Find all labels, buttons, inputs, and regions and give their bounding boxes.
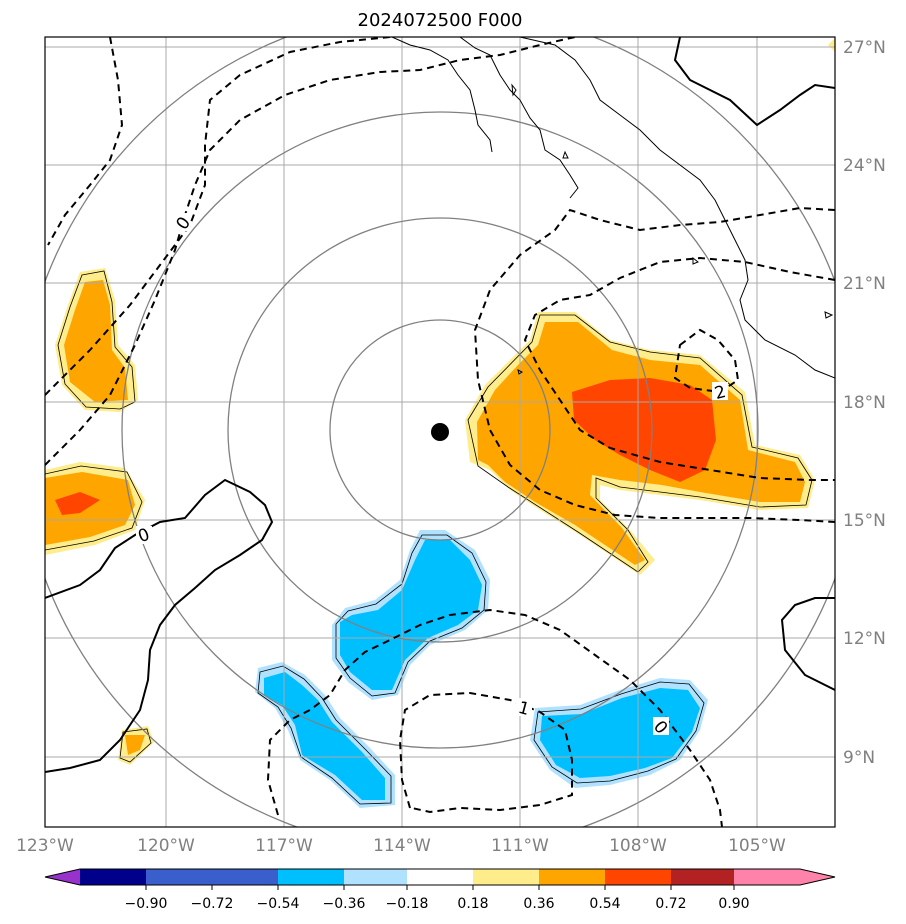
lat-label-9n: 9°N [843, 748, 875, 768]
dashed-contour-east-1 [473, 206, 835, 523]
colorbar-tick-7: 0.36 [523, 896, 554, 912]
outline-southwest-blue [257, 665, 392, 805]
colorbar-bin-2 [146, 869, 212, 885]
contour-labels: 0 0 2 1 0 [135, 213, 728, 738]
shading-outlines [45, 270, 813, 805]
solid-contour-east [780, 597, 835, 691]
colorbar-tick-9: 0.72 [655, 896, 686, 912]
solid-contour-north [673, 37, 835, 127]
colorbar-tick-5: −0.18 [386, 896, 429, 912]
outline-west [57, 270, 136, 410]
solid-contours [45, 37, 835, 773]
lat-label-24n: 24°N [843, 156, 886, 176]
colorbar-extend-high [800, 869, 835, 885]
lat-label-21n: 21°N [843, 274, 886, 294]
lon-label-123w: 123°W [16, 836, 74, 856]
colorbar-tick-6: 0.18 [457, 896, 488, 912]
storm-center-dot [431, 423, 449, 441]
lon-label-111w: 111°W [491, 836, 549, 856]
coastlines [391, 37, 835, 379]
latitude-labels: 27°N 24°N 21°N 18°N 15°N 12°N 9°N [843, 38, 886, 768]
lon-label-108w: 108°W [609, 836, 667, 856]
colorbar-tick-10: 0.90 [718, 896, 749, 912]
coastline-baja-east [459, 37, 579, 199]
colorbar-tick-3: −0.54 [257, 896, 300, 912]
colorbar-outline [44, 868, 836, 886]
positive-region-northeast-corner [828, 38, 835, 52]
dashed-contour-nw-3 [45, 37, 576, 466]
lat-label-27n: 27°N [843, 38, 886, 58]
lon-label-114w: 114°W [373, 836, 431, 856]
range-ring-3 [121, 111, 759, 749]
negative-region-central-mid [340, 540, 482, 690]
range-ring-2 [227, 217, 653, 643]
colorbar-tick-4: −0.36 [323, 896, 366, 912]
outline-southeast-blue [533, 681, 705, 784]
longitude-labels: 123°W 120°W 117°W 114°W 111°W 108°W 105°… [16, 836, 786, 856]
positive-region-southwest-mid [45, 472, 135, 545]
negative-region-southwest-mid [264, 672, 385, 800]
dashed-contour-south-inner [398, 691, 573, 814]
map-area: 0 0 2 1 0 [45, 37, 835, 827]
lat-label-12n: 12°N [843, 629, 886, 649]
range-ring-1 [329, 319, 551, 541]
map-frame [44, 36, 836, 828]
colorbar-bin-1 [80, 869, 146, 885]
positive-region-east-strong [572, 378, 716, 482]
colorbar-tick-1: −0.90 [125, 896, 168, 912]
dashed-contours [45, 37, 835, 827]
colorbar-bin-11 [734, 869, 800, 885]
map-title: 2024072500 F000 [358, 10, 523, 31]
positive-region-west-mid [64, 280, 128, 402]
dashed-contour-east-2 [523, 256, 835, 481]
colorbar-extend-low [45, 869, 80, 885]
outline-southwest [45, 465, 143, 551]
colorbar-bin-4 [278, 869, 344, 885]
positive-anomaly-fills [45, 38, 835, 765]
range-rings [45, 37, 835, 827]
dashed-contour-nw-2 [45, 37, 391, 396]
positive-region-southwest-strong [55, 492, 100, 515]
colorbar-bin-9 [605, 869, 671, 885]
colorbar-bin-8 [539, 869, 605, 885]
colorbar-bin-3 [212, 869, 278, 885]
contour-label-2: 2 [712, 382, 728, 404]
colorbar-tick-2: −0.72 [191, 896, 234, 912]
lon-label-120w: 120°W [137, 836, 195, 856]
colorbar-bin-6 [407, 869, 473, 885]
outline-central-blue [335, 534, 487, 697]
coastline-baja-west [391, 37, 493, 153]
coastline-mainland [519, 37, 835, 379]
dashed-contour-nw-1 [47, 37, 124, 246]
lat-label-15n: 15°N [843, 511, 886, 531]
island-small-3 [692, 256, 699, 265]
colorbar-tick-8: 0.54 [589, 896, 620, 912]
island-small-1 [511, 83, 517, 97]
lon-label-105w: 105°W [728, 836, 786, 856]
colorbar-bin-7 [473, 869, 539, 885]
negative-region-southeast-mid [540, 688, 700, 778]
colorbar-bin-5 [344, 869, 407, 885]
dashed-contour-south [266, 608, 723, 827]
contour-label-1: 1 [516, 698, 532, 720]
positive-region-small-mid [125, 735, 145, 755]
island-small-4 [517, 369, 523, 375]
lat-lon-grid [45, 37, 835, 827]
island-small-5 [824, 311, 834, 319]
colorbar: −0.90 −0.72 −0.54 −0.36 −0.18 0.18 0.36 … [44, 868, 836, 912]
lat-label-18n: 18°N [843, 393, 886, 413]
outline-east [467, 314, 813, 573]
solid-contour-west [45, 478, 274, 773]
island-small-2 [562, 150, 569, 159]
lon-label-117w: 117°W [255, 836, 313, 856]
colorbar-bin-10 [671, 869, 734, 885]
